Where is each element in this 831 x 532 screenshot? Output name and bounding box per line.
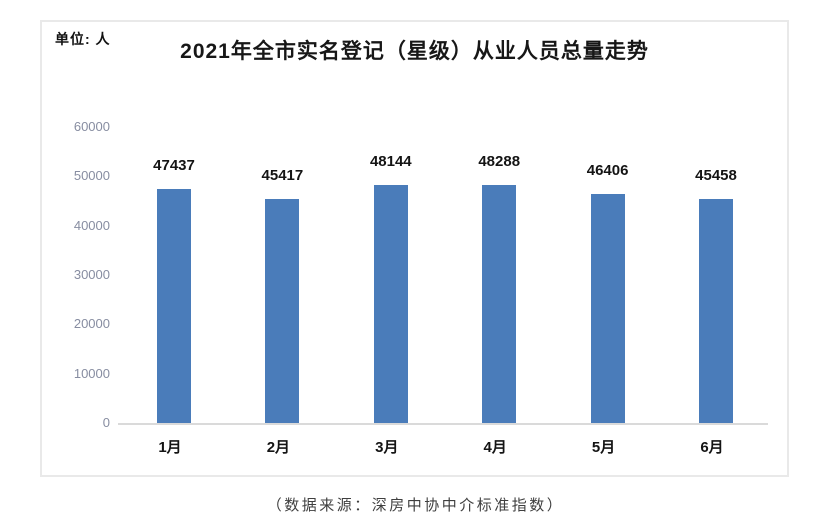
bar-4月 bbox=[482, 184, 517, 423]
bar-value-label: 46406 bbox=[586, 162, 629, 180]
x-tick-label: 4月 bbox=[483, 439, 507, 456]
y-tick-label: 60000 bbox=[73, 119, 110, 134]
y-tick-label: 50000 bbox=[73, 168, 110, 184]
y-tick-label: 30000 bbox=[73, 267, 110, 282]
x-tick-label: 1月 bbox=[158, 439, 182, 456]
x-tick-label: 3月 bbox=[375, 439, 399, 456]
x-axis-line bbox=[118, 423, 768, 425]
unit-label: 单位: 人 bbox=[55, 31, 111, 47]
bar-2月 bbox=[265, 198, 300, 423]
y-tick-label: 10000 bbox=[73, 365, 110, 381]
y-tick-label: 40000 bbox=[73, 217, 110, 233]
x-tick-label: 6月 bbox=[700, 439, 724, 456]
bar-3月 bbox=[373, 185, 408, 423]
bar-5月 bbox=[590, 194, 625, 423]
bar-value-label: 48144 bbox=[369, 153, 412, 171]
y-tick-label: 0 bbox=[102, 415, 110, 430]
chart-panel: 单位: 人 2021年全市实名登记（星级）从业人员总量走势 0 10000 2000… bbox=[40, 20, 789, 477]
bar-1月 bbox=[157, 188, 191, 423]
y-tick-label: 20000 bbox=[73, 316, 110, 332]
bar-6月 bbox=[699, 198, 733, 423]
bar-value-label: 47437 bbox=[153, 156, 195, 174]
bar-value-label: 45458 bbox=[695, 166, 737, 184]
source-caption: （数据来源：深房中协中介标准指数） bbox=[266, 497, 565, 514]
chart-title: 2021年全市实名登记（星级）从业人员总量走势 bbox=[180, 40, 649, 63]
x-tick-label: 2月 bbox=[266, 439, 291, 456]
bar-value-label: 45417 bbox=[261, 166, 304, 184]
x-tick-label: 5月 bbox=[591, 439, 616, 456]
bar-value-label: 48288 bbox=[478, 152, 521, 170]
